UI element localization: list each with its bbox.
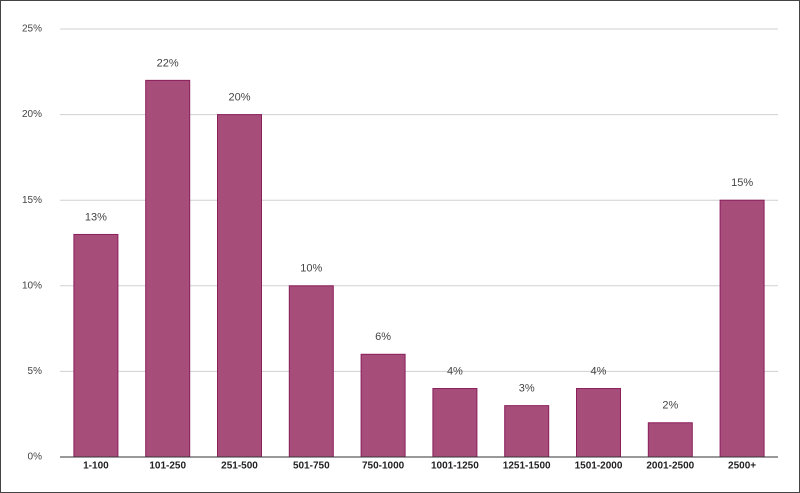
- bar: [576, 388, 621, 458]
- x-tick-label: 101-250: [149, 461, 186, 472]
- y-tick-label: 5%: [28, 366, 43, 377]
- bar: [719, 199, 765, 458]
- x-tick-label: 1501-2000: [575, 461, 623, 472]
- y-tick-label: 25%: [22, 24, 42, 35]
- value-label: 15%: [731, 177, 753, 189]
- value-label: 6%: [375, 331, 391, 343]
- bar: [432, 388, 478, 458]
- x-tick-label: 1-100: [83, 461, 109, 472]
- bar: [145, 79, 191, 458]
- x-tick-label: 750-1000: [362, 461, 405, 472]
- value-label: 13%: [85, 211, 107, 223]
- value-label: 2%: [662, 400, 678, 412]
- value-label: 4%: [447, 365, 463, 377]
- y-tick-label: 20%: [22, 109, 42, 120]
- bar: [504, 405, 550, 458]
- x-tick-label: 1001-1250: [431, 461, 479, 472]
- value-label: 20%: [228, 92, 250, 104]
- value-label: 10%: [300, 263, 322, 275]
- y-tick-label: 15%: [22, 195, 42, 206]
- bar: [360, 353, 406, 458]
- y-tick-label: 10%: [22, 280, 42, 291]
- bar: [288, 285, 334, 458]
- x-tick-label: 251-500: [221, 461, 258, 472]
- x-tick-label: 1251-1500: [503, 461, 551, 472]
- x-tick-label: 2500+: [728, 461, 756, 472]
- bar: [73, 233, 119, 458]
- bar: [647, 422, 693, 458]
- x-tick-label: 501-750: [293, 461, 330, 472]
- value-label: 22%: [157, 57, 179, 69]
- value-label: 4%: [591, 365, 607, 377]
- y-tick-label: 0%: [28, 452, 43, 463]
- x-tick-label: 2001-2500: [646, 461, 694, 472]
- bar: [217, 114, 262, 458]
- value-label: 3%: [519, 383, 535, 395]
